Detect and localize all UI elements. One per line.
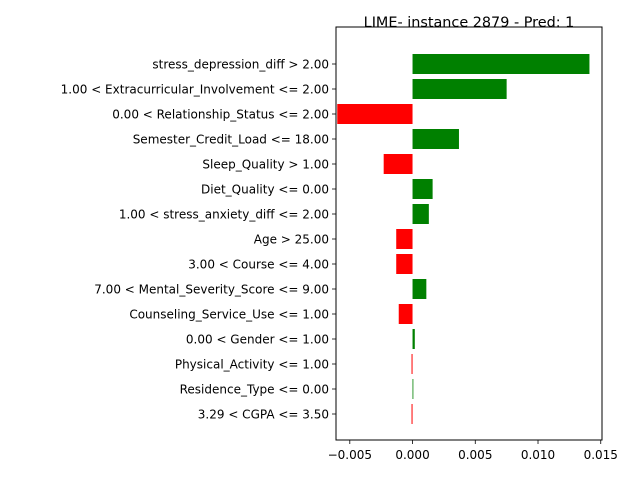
chart-title: LIME- instance 2879 - Pred: 1: [364, 15, 575, 31]
bar-2: [337, 104, 413, 124]
y-tick-label: Counseling_Service_Use <= 1.00: [129, 308, 329, 322]
y-tick-label: 7.00 < Mental_Severity_Score <= 9.00: [94, 283, 329, 297]
y-tick-label: 1.00 < Extracurricular_Involvement <= 2.…: [61, 83, 329, 97]
x-tick-label: 0.005: [458, 448, 492, 462]
y-tick-label: Diet_Quality <= 0.00: [201, 183, 329, 197]
bar-10: [398, 304, 413, 324]
y-tick-label: 3.00 < Course <= 4.00: [188, 258, 329, 272]
y-tick-label: Residence_Type <= 0.00: [180, 383, 329, 397]
bar-11: [412, 329, 415, 349]
bar-12: [411, 354, 413, 374]
bar-14: [411, 404, 413, 424]
y-tick-label: 0.00 < Relationship_Status <= 2.00: [112, 108, 329, 122]
x-tick-label: 0.010: [521, 448, 555, 462]
y-tick-label: Sleep_Quality > 1.00: [202, 158, 329, 172]
y-tick-label: 0.00 < Gender <= 1.00: [186, 333, 329, 347]
bar-4: [383, 154, 413, 174]
bar-6: [412, 204, 429, 224]
y-tick-label: Age > 25.00: [254, 233, 329, 247]
y-tick-label: 1.00 < stress_anxiety_diff <= 2.00: [119, 208, 329, 222]
x-tick-label: 0.015: [584, 448, 618, 462]
bar-1: [412, 79, 507, 99]
bar-0: [412, 54, 590, 74]
x-tick-label: −0.005: [328, 448, 372, 462]
y-tick-label: Physical_Activity <= 1.00: [175, 358, 329, 372]
bar-5: [412, 179, 433, 199]
bar-9: [412, 279, 427, 299]
y-tick-label: stress_depression_diff > 2.00: [152, 58, 329, 72]
x-tick-label: 0.000: [395, 448, 429, 462]
bar-13: [412, 379, 414, 399]
bar-7: [396, 229, 413, 249]
plot-frame: [335, 26, 603, 441]
bar-3: [412, 129, 459, 149]
bar-8: [396, 254, 413, 274]
y-tick-label: 3.29 < CGPA <= 3.50: [198, 408, 329, 422]
y-tick-label: Semester_Credit_Load <= 18.00: [133, 133, 329, 147]
